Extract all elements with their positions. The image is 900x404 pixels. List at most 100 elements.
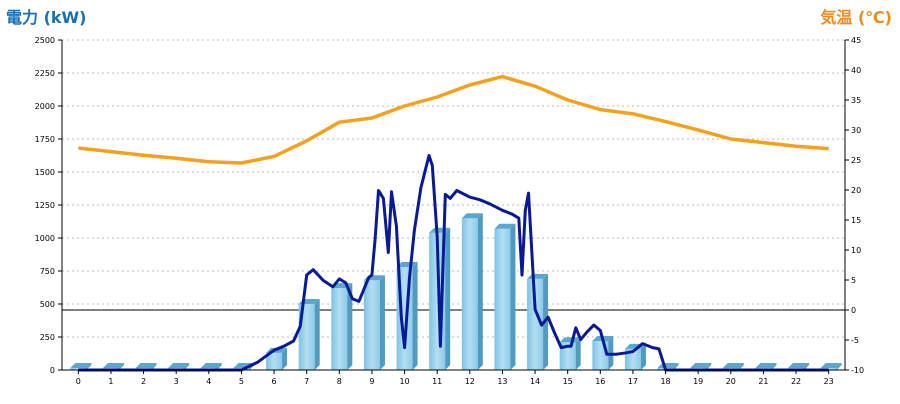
bar-side — [151, 363, 157, 370]
left-tick-label: 2000 — [35, 102, 55, 111]
x-tick-label: 19 — [693, 377, 703, 386]
bar-top — [461, 213, 483, 219]
left-tick-label: 1750 — [35, 135, 55, 144]
bar — [624, 343, 646, 370]
temperature-line — [78, 74, 829, 165]
x-tick-label: 3 — [174, 377, 179, 386]
axis-layer: 0 250 500 750 10 0 0 1250 1500 1750 2000 2250 2500 -1… — [35, 36, 864, 386]
x-tick-label: 2 — [141, 377, 146, 386]
bar-top — [168, 363, 190, 368]
x-tick-label: 0 — [76, 377, 81, 386]
line-layer — [78, 74, 829, 372]
right-tick-label: 25 — [851, 156, 861, 165]
bar-top — [755, 363, 777, 368]
bar-front — [461, 218, 478, 370]
right-tick-label: 30 — [851, 126, 861, 135]
bar-side — [412, 262, 418, 370]
bar-side — [282, 347, 288, 370]
bar-layer — [70, 213, 842, 370]
x-tick-label: 8 — [337, 377, 342, 386]
x-tick-label: 20 — [726, 377, 736, 386]
bar-front — [298, 304, 315, 370]
bar-side — [836, 363, 842, 370]
bar-side — [86, 363, 92, 370]
left-tick-label: 750 — [40, 267, 55, 276]
left-tick-label: 2250 — [35, 69, 55, 78]
x-tick-label: 12 — [465, 377, 475, 386]
bar-top — [820, 363, 842, 368]
left-tick-label: 500 — [40, 300, 55, 309]
right-tick-label: -5 — [851, 336, 859, 345]
x-tick-label: 18 — [660, 377, 670, 386]
right-tick-label: -10 — [851, 366, 864, 375]
bar — [331, 283, 353, 370]
x-tick-label: 13 — [497, 377, 507, 386]
power-line — [78, 154, 829, 372]
x-tick-label: 9 — [369, 377, 374, 386]
bar-top — [70, 363, 92, 368]
bar-top — [690, 363, 712, 368]
bar-top — [200, 363, 222, 368]
bar-top — [102, 363, 124, 368]
bar-front — [559, 342, 576, 370]
left-tick-label: 0 — [50, 366, 55, 375]
left-axis-title: 電力 (kW) — [6, 8, 87, 27]
bar-side — [804, 363, 810, 370]
bar-front — [266, 352, 283, 370]
x-tick-label: 14 — [530, 377, 540, 386]
bar-side — [706, 363, 712, 370]
bar-side — [445, 227, 451, 370]
right-tick-label: 20 — [851, 186, 861, 195]
right-tick-label: 15 — [851, 216, 861, 225]
bar-side — [184, 363, 190, 370]
left-tick-label: 1250 — [35, 201, 55, 210]
bar-front — [331, 288, 348, 370]
right-tick-label: 45 — [851, 36, 861, 45]
bar-side — [216, 363, 222, 370]
right-axis-title: 気温 (℃) — [820, 8, 892, 27]
left-tick-label: 250 — [40, 333, 55, 342]
bar-side — [314, 299, 320, 370]
x-tick-label: 5 — [239, 377, 244, 386]
bar-side — [673, 363, 679, 370]
x-tick-label: 17 — [628, 377, 638, 386]
bar-side — [477, 213, 483, 370]
x-tick-label: 6 — [272, 377, 277, 386]
x-tick-label: 16 — [595, 377, 605, 386]
grid-layer — [62, 39, 845, 338]
right-tick-label: 40 — [851, 66, 861, 75]
x-tick-label: 21 — [758, 377, 768, 386]
right-tick-label: 5 — [851, 276, 856, 285]
bar-top — [722, 363, 744, 368]
bar-top — [135, 363, 157, 368]
bar-front — [527, 278, 544, 370]
x-tick-label: 15 — [563, 377, 573, 386]
bar-side — [510, 223, 516, 370]
bar-side — [738, 363, 744, 370]
bar-front — [624, 348, 641, 370]
bar-front — [494, 228, 511, 370]
bar-top — [494, 223, 516, 229]
bar-side — [640, 343, 646, 370]
bar — [266, 347, 288, 370]
bar-side — [379, 275, 385, 370]
x-tick-label: 7 — [304, 377, 309, 386]
bar — [461, 213, 483, 370]
bar-side — [347, 283, 353, 370]
right-tick-label: 35 — [851, 96, 861, 105]
bar-front — [363, 280, 380, 370]
x-tick-label: 11 — [432, 377, 442, 386]
bar-side — [575, 337, 581, 370]
left-tick-label: 2500 — [35, 36, 55, 45]
x-tick-label: 10 — [399, 377, 409, 386]
bar-side — [118, 363, 124, 370]
bar — [494, 223, 516, 370]
x-tick-label: 4 — [206, 377, 211, 386]
right-tick-label: 10 — [851, 246, 861, 255]
left-tick-label: 1500 — [35, 168, 55, 177]
bar-top — [788, 363, 810, 368]
bar — [298, 299, 320, 370]
right-tick-label: 0 — [851, 306, 856, 315]
